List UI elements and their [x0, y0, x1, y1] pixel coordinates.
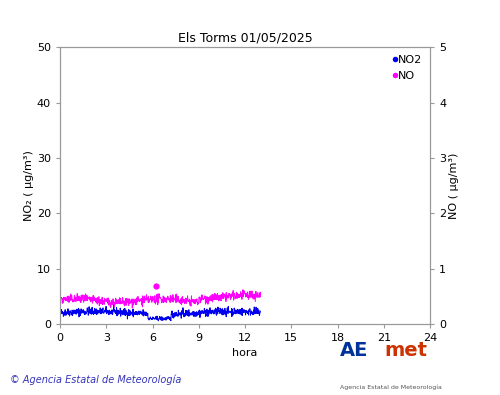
Text: AE: AE	[340, 341, 368, 360]
Y-axis label: NO ( µg/m³): NO ( µg/m³)	[449, 152, 459, 219]
Text: Agencia Estatal de Meteorología: Agencia Estatal de Meteorología	[340, 385, 442, 391]
X-axis label: hora: hora	[232, 348, 258, 359]
Title: Els Torms 01/05/2025: Els Torms 01/05/2025	[178, 32, 312, 45]
Text: met: met	[385, 341, 428, 360]
Y-axis label: NO₂ ( µg/m³): NO₂ ( µg/m³)	[24, 150, 34, 221]
Text: © Agencia Estatal de Meteorología: © Agencia Estatal de Meteorología	[10, 374, 182, 385]
Legend: NO2, NO: NO2, NO	[392, 53, 424, 83]
